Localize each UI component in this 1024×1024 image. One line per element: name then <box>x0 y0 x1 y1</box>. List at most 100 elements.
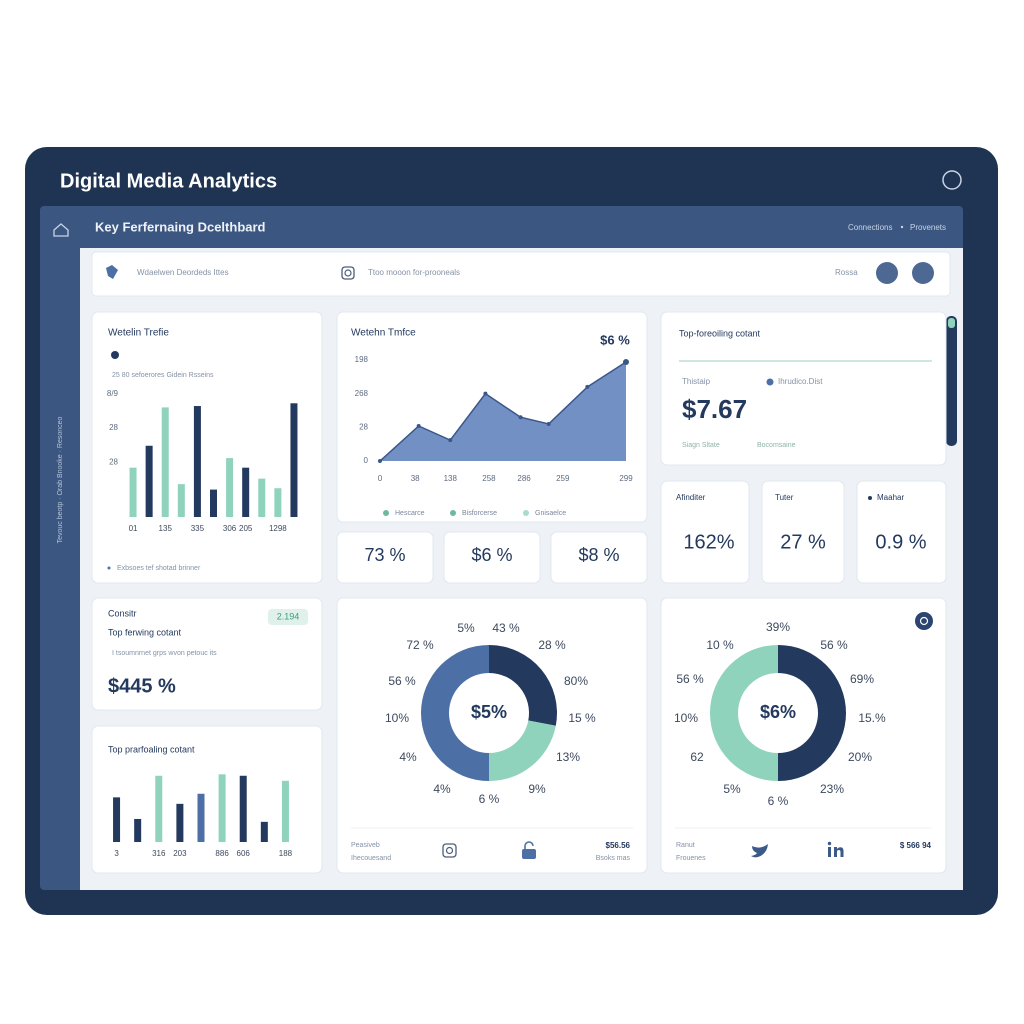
donut-center-label: $5% <box>471 702 507 722</box>
footer-label: Bsoks mas <box>596 855 631 862</box>
donut-center-label: $6% <box>760 702 796 722</box>
traffic-card <box>91 311 323 584</box>
x-tick-label: 205 <box>239 524 253 533</box>
toolbar-item[interactable]: Ttoo mooon for-prooneals <box>368 268 460 277</box>
donut-annotation: 6 % <box>479 792 500 806</box>
kpi-label: Maahar <box>877 493 904 502</box>
donut-card <box>336 597 648 874</box>
scrollbar-thumb[interactable] <box>948 318 955 328</box>
lock-icon[interactable] <box>522 849 536 859</box>
kpi-label: Afinditer <box>676 493 706 502</box>
bar <box>239 775 247 842</box>
donut-annotation: 28 % <box>538 638 566 652</box>
donut-segment <box>710 645 778 781</box>
bar <box>193 406 201 517</box>
donut-annotation: 10% <box>674 711 698 725</box>
bar <box>226 458 234 517</box>
donut-annotation: 39% <box>766 620 790 634</box>
donut-annotation: 72 % <box>406 638 434 652</box>
toolbar-item[interactable]: Wdaelwen Deordeds Ittes <box>137 268 229 277</box>
point <box>546 421 551 426</box>
twitter-icon[interactable] <box>751 844 768 858</box>
toolbar-action[interactable]: Rossa <box>835 268 858 277</box>
card-title: Top ferwing cotant <box>108 627 182 637</box>
card-subtitle: 25 80 sefoerores Gidein Rsseins <box>112 372 214 379</box>
instagram-icon <box>445 846 454 855</box>
tag: Ihrudico.Dist <box>778 377 823 386</box>
donut-annotation: 43 % <box>492 621 520 635</box>
donut-annotation: 56 % <box>676 672 704 686</box>
donut-annotation: 56 % <box>388 674 416 688</box>
donut-segment <box>489 720 556 781</box>
x-tick-label: 3 <box>114 849 119 858</box>
bar <box>134 818 142 842</box>
bar <box>260 821 268 842</box>
linkedin-icon <box>827 841 832 846</box>
bar <box>258 478 266 517</box>
donut-annotation: 4% <box>399 750 417 764</box>
bar <box>113 797 121 842</box>
donut-annotation: 9% <box>528 782 546 796</box>
home-icon[interactable] <box>53 223 69 237</box>
content-value: $7.67 <box>682 394 747 424</box>
note-dot <box>107 566 111 570</box>
breadcrumb-separator <box>900 225 904 229</box>
linkedin-icon[interactable] <box>828 847 831 857</box>
donut-annotation: 13% <box>556 750 580 764</box>
toolbar-button[interactable] <box>912 262 934 284</box>
donut-annotation: 5% <box>723 782 741 796</box>
y-tick-label: 28 <box>109 457 118 466</box>
x-tick-label: 135 <box>159 524 173 533</box>
breadcrumb[interactable]: Connections <box>848 223 892 232</box>
instagram-icon[interactable] <box>442 843 457 858</box>
card-footer: Bocomsaine <box>757 442 796 449</box>
kpi-value: 27 % <box>780 531 826 553</box>
x-tick-label: 1298 <box>269 524 287 533</box>
x-tick-label: 335 <box>191 524 205 533</box>
card-text: I tsoumnrnet grps wvon petouc its <box>112 650 217 657</box>
app-title: Digital Media Analytics <box>60 170 277 192</box>
footer-value: $56.56 <box>606 841 631 850</box>
kpi-card <box>336 531 434 584</box>
toolbar <box>91 251 951 297</box>
x-tick-label: 299 <box>619 474 633 483</box>
kpi-card <box>660 480 750 584</box>
donut-segment <box>421 645 489 781</box>
footer-label: Frouenes <box>676 855 706 862</box>
y-tick-label: 268 <box>355 389 369 398</box>
card-title: Top prarfoaling cotant <box>108 744 195 754</box>
breadcrumb[interactable]: Provenets <box>910 223 946 232</box>
instagram-icon <box>344 269 352 277</box>
footer-label: Ihecouesand <box>351 855 391 862</box>
x-tick-label: 286 <box>517 474 531 483</box>
donut-annotation: 23% <box>820 782 844 796</box>
bar <box>242 467 250 517</box>
x-tick-label: 886 <box>215 849 229 858</box>
toolbar-button[interactable] <box>876 262 898 284</box>
x-tick-label: 0 <box>378 474 383 483</box>
point <box>483 391 488 396</box>
donut-segment <box>778 645 846 781</box>
summary-card <box>91 597 323 711</box>
donut-annotation: 4% <box>433 782 451 796</box>
bar <box>145 445 153 517</box>
dashboard-title: Key Ferfernaing Dcelthbard <box>95 219 266 234</box>
card-title: Top-foreoiling cotant <box>679 328 761 338</box>
refresh-button[interactable] <box>915 612 933 630</box>
scrollbar[interactable] <box>946 316 957 446</box>
content-card <box>660 311 947 466</box>
point <box>585 384 590 389</box>
kpi-card <box>443 531 541 584</box>
x-tick-label: 203 <box>173 849 187 858</box>
bar <box>290 403 298 517</box>
chart-annotation: $6 % <box>600 332 630 347</box>
bar <box>129 467 137 517</box>
footer-value: $ 566 94 <box>900 841 932 850</box>
kpi-label: Tuter <box>775 493 794 502</box>
kpi-card <box>856 480 947 584</box>
settings-button[interactable] <box>942 170 962 190</box>
bar <box>281 780 289 842</box>
kpi-value: $8 % <box>578 545 619 565</box>
kpi-value: $6 % <box>471 545 512 565</box>
legend-dot <box>450 510 456 516</box>
